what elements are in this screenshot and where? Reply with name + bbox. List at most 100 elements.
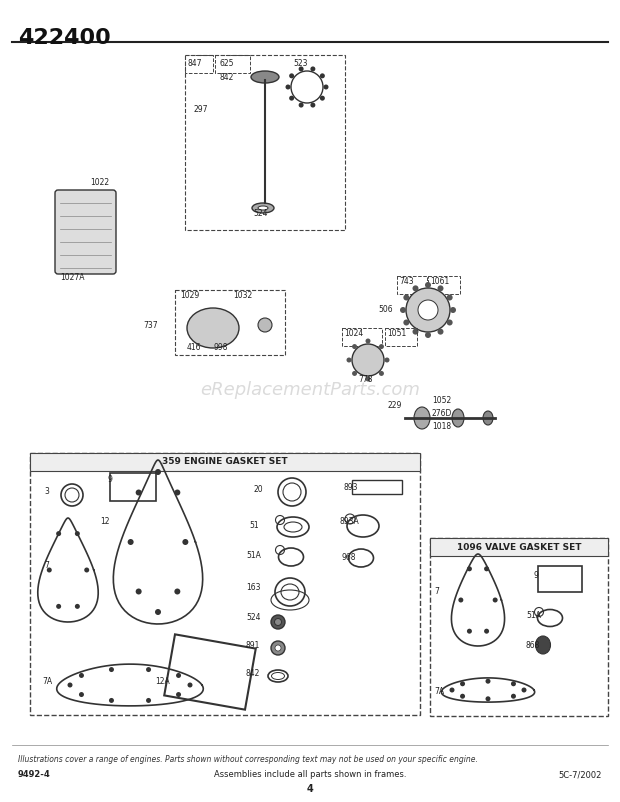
Circle shape: [311, 103, 316, 107]
Text: 297: 297: [193, 106, 208, 115]
Circle shape: [511, 694, 516, 699]
Text: 891: 891: [246, 641, 260, 650]
Bar: [538, 566, 582, 592]
Circle shape: [485, 678, 490, 683]
Text: 893: 893: [344, 484, 358, 492]
Ellipse shape: [281, 584, 299, 600]
Circle shape: [412, 329, 418, 334]
Circle shape: [289, 73, 294, 79]
Circle shape: [418, 300, 438, 320]
Circle shape: [438, 329, 443, 334]
Text: 229: 229: [388, 401, 402, 410]
Circle shape: [404, 319, 409, 326]
Text: eReplacementParts.com: eReplacementParts.com: [200, 381, 420, 399]
Circle shape: [460, 694, 465, 699]
Circle shape: [352, 344, 357, 349]
Bar: [430, 538, 608, 556]
Ellipse shape: [272, 673, 285, 679]
Circle shape: [511, 681, 516, 687]
Circle shape: [176, 673, 181, 678]
Text: 842: 842: [220, 72, 234, 82]
Text: 9492-4: 9492-4: [18, 770, 51, 779]
Text: 422400: 422400: [18, 28, 111, 48]
Text: 523: 523: [293, 59, 308, 67]
Circle shape: [460, 681, 465, 687]
Circle shape: [352, 371, 357, 376]
Text: 1052: 1052: [432, 396, 451, 405]
Ellipse shape: [414, 407, 430, 429]
Text: 1032: 1032: [233, 291, 252, 300]
Text: 3: 3: [44, 488, 49, 496]
Text: 7A: 7A: [42, 678, 52, 687]
Circle shape: [75, 604, 80, 609]
Bar: [428, 276, 460, 294]
Circle shape: [299, 67, 304, 71]
Circle shape: [384, 358, 389, 363]
Circle shape: [450, 687, 454, 692]
Ellipse shape: [536, 636, 551, 654]
Circle shape: [289, 95, 294, 101]
Circle shape: [182, 539, 188, 545]
Bar: [397, 276, 427, 294]
Circle shape: [406, 288, 450, 332]
Text: 7A: 7A: [434, 687, 444, 696]
Bar: [352, 480, 402, 494]
Text: 5C-7/2002: 5C-7/2002: [559, 770, 602, 779]
Text: 778: 778: [358, 375, 373, 384]
Bar: [30, 453, 420, 471]
Text: 968: 968: [341, 553, 355, 561]
Circle shape: [136, 589, 141, 594]
Circle shape: [425, 282, 431, 288]
Circle shape: [320, 73, 325, 79]
Text: 1096 VALVE GASKET SET: 1096 VALVE GASKET SET: [457, 542, 582, 552]
Circle shape: [467, 629, 472, 634]
Circle shape: [485, 696, 490, 701]
Ellipse shape: [65, 488, 79, 502]
Circle shape: [75, 531, 80, 536]
Circle shape: [68, 683, 73, 687]
Text: 868: 868: [526, 641, 541, 650]
Circle shape: [347, 358, 352, 363]
Text: 1029: 1029: [180, 291, 199, 300]
Text: 524: 524: [253, 209, 267, 217]
Circle shape: [324, 84, 329, 90]
Bar: [30, 453, 420, 715]
Ellipse shape: [251, 71, 279, 83]
Circle shape: [146, 667, 151, 672]
Bar: [185, 55, 345, 230]
Bar: [175, 290, 285, 355]
Text: 1051: 1051: [387, 329, 406, 338]
Text: 7: 7: [44, 561, 49, 570]
Text: 20: 20: [253, 485, 263, 495]
Ellipse shape: [271, 615, 285, 629]
Circle shape: [155, 469, 161, 475]
Circle shape: [174, 589, 180, 594]
Circle shape: [136, 489, 141, 496]
Circle shape: [521, 687, 526, 692]
Circle shape: [366, 338, 371, 343]
Circle shape: [258, 318, 272, 332]
Circle shape: [404, 294, 409, 301]
Circle shape: [79, 692, 84, 697]
Bar: [385, 328, 417, 346]
Bar: [110, 473, 156, 501]
Text: 625: 625: [220, 59, 234, 67]
Circle shape: [311, 67, 316, 71]
Text: 893A: 893A: [339, 517, 359, 526]
Text: 1018: 1018: [432, 422, 451, 431]
Circle shape: [446, 294, 453, 301]
Text: 506: 506: [378, 305, 392, 314]
Circle shape: [299, 103, 304, 107]
Circle shape: [174, 489, 180, 496]
Circle shape: [412, 286, 418, 291]
Text: 51A: 51A: [526, 611, 541, 621]
Circle shape: [155, 609, 161, 615]
Text: 1061: 1061: [430, 277, 450, 286]
Text: 743: 743: [399, 277, 414, 286]
Text: 9: 9: [108, 476, 113, 484]
Circle shape: [109, 667, 114, 672]
Text: 9: 9: [534, 570, 539, 580]
Ellipse shape: [284, 522, 302, 532]
Text: 847: 847: [187, 59, 202, 67]
Circle shape: [450, 307, 456, 313]
